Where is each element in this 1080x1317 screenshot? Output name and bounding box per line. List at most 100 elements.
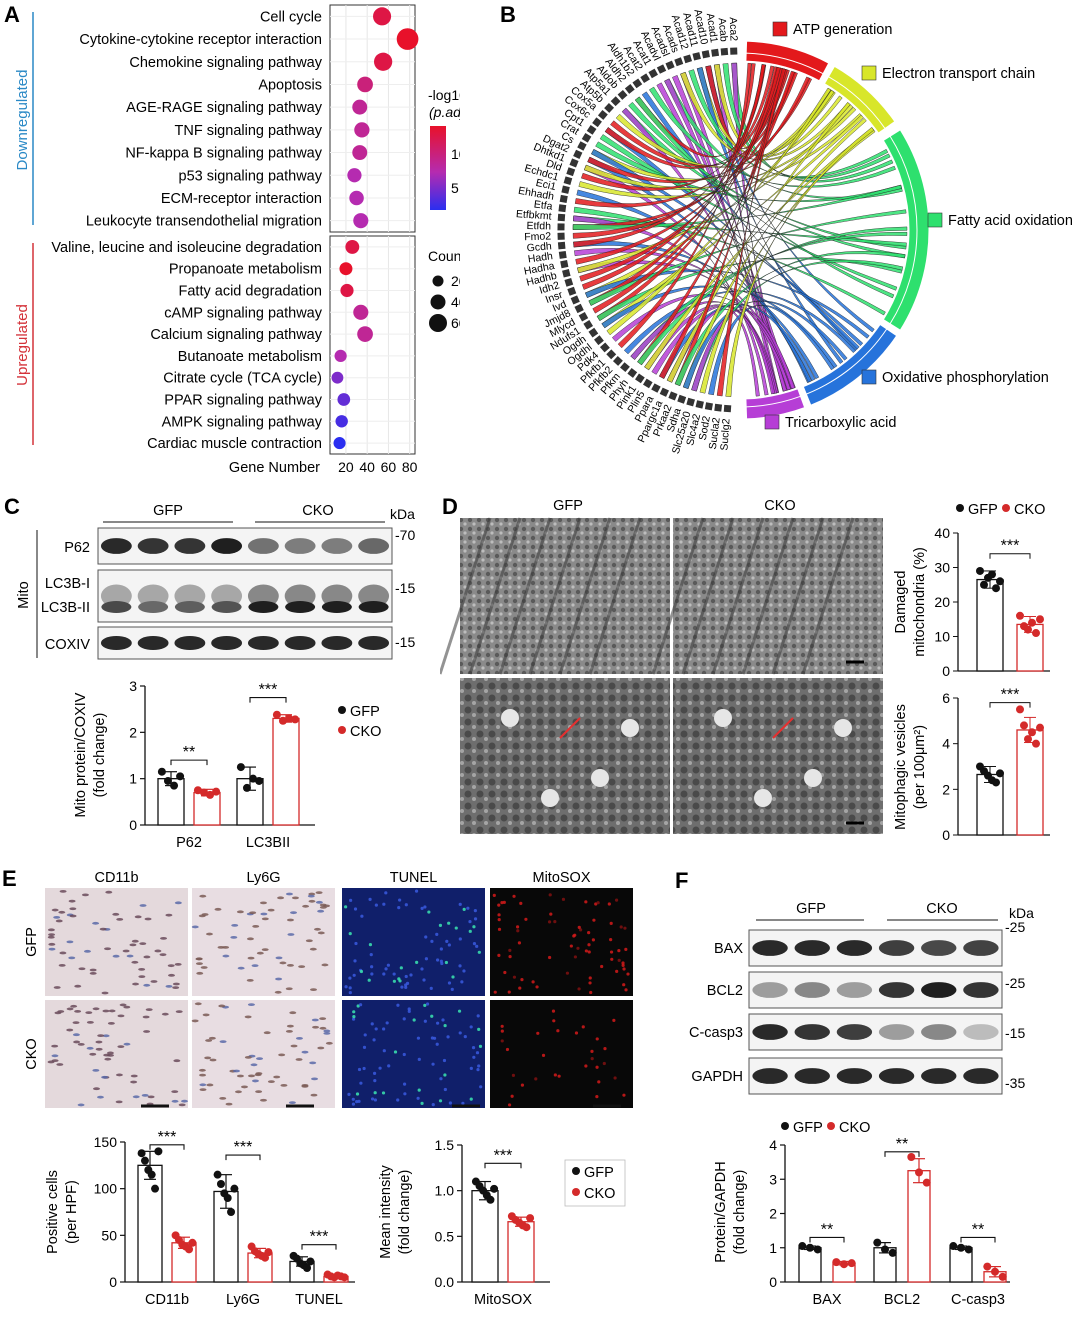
cell-mark [373,1098,377,1102]
blot-gapdh-band [752,1068,788,1084]
y-tick-label: 30 [934,560,950,576]
cell-mark [462,969,466,973]
gene-marker [586,125,597,135]
term-label: TNF signaling pathway [175,123,323,139]
cell-mark [396,1098,400,1102]
kda-marker: -15 [1005,1025,1025,1041]
chord [696,67,844,364]
cell-mark [68,899,76,903]
gene-marker [557,213,566,222]
cell-mark [368,897,372,901]
term-label: PPAR signaling pathway [164,393,322,409]
cell-mark [171,1090,179,1094]
cell-mark [500,1024,504,1028]
term-label: Propanoate metabolism [169,262,322,278]
x-tick-label: LC3BII [246,835,290,851]
cell-mark [436,958,440,962]
data-point [1028,618,1036,627]
cell-mark [72,1021,80,1025]
gene-marker [659,387,670,397]
panel-b-chord-diagram: BAca2AcabAcad1Acad10Acad11Acad12AcadsAca… [500,2,1073,455]
gene-marker [562,269,571,278]
cell-mark [572,934,576,938]
cell-mark [398,979,402,983]
data-point [526,1214,535,1223]
chord [581,64,766,290]
gene-marker [677,394,687,404]
blot-lc3-band [137,584,169,608]
cell-mark [48,947,56,951]
cell-mark [435,1042,439,1046]
cell-mark [195,962,203,966]
chord [606,87,832,336]
cell-mark [386,963,390,967]
term-label: NF-kappa B signaling pathway [125,146,322,162]
cell-mark [48,942,56,946]
cell-mark [382,1027,386,1031]
gene-marker [583,320,594,330]
cell-mark [286,1024,294,1028]
bar [976,578,1004,672]
cell-mark [475,1051,480,1055]
blot-p62-band [284,538,316,554]
cell-mark [423,1003,427,1007]
legend-dot-cko [827,1122,835,1130]
gene-marker [557,241,566,250]
data-point [798,1242,807,1251]
data-point [188,1238,197,1247]
gene-label: Suclg2 [718,418,732,451]
cell-mark [305,939,313,943]
cell-mark [174,962,182,966]
cell-mark [591,938,596,942]
cell-mark [317,909,325,913]
em-arrow [559,717,581,739]
cell-mark [275,956,283,960]
sig-stars: ** [972,1221,984,1238]
group-label: CKO [926,901,957,917]
cell-mark [315,900,323,904]
gene-marker [574,303,584,314]
x-tick-label: 80 [402,459,418,475]
cell-mark [508,955,512,959]
cell-mark [95,1047,103,1051]
em-vesicle [754,789,772,807]
cell-mark [196,971,204,975]
y-axis-label: Mito protein/COXIV [73,692,89,817]
y-tick-label: 10 [934,629,950,645]
cell-mark [290,1044,298,1048]
chord [596,66,781,321]
cell-mark [404,903,408,907]
term-label: AGE-RAGE signaling pathway [126,100,323,116]
chord [649,86,896,188]
gene-marker [578,312,589,322]
cell-mark [622,967,626,971]
cell-mark [86,1046,94,1050]
cell-mark [609,921,613,925]
band-label: C-casp3 [689,1025,743,1041]
gene-label: Idh2 [538,279,561,296]
cell-mark [48,933,56,937]
cell-mark [610,957,614,961]
cell-mark [126,954,134,958]
term-label: Butanoate metabolism [178,349,322,365]
em-fiber [558,517,612,675]
blot-coxiv-band [358,635,390,651]
cell-mark [460,980,464,984]
dot [349,190,364,206]
em-image [673,518,883,674]
data-point [522,1223,531,1232]
cell-mark [587,943,591,947]
cell-mark [431,1103,435,1107]
cell-mark [450,987,454,991]
em-vesicle [501,709,519,727]
em-image [460,678,670,834]
bar [471,1190,499,1283]
cell-mark [70,1004,78,1008]
legend-label: CKO [350,724,381,740]
legend-label: Oxidative phosphorylation [882,370,1049,386]
cell-mark [600,964,604,969]
cell-mark [285,892,293,896]
term-label: p53 signaling pathway [179,168,323,184]
dot [331,371,344,384]
cell-mark [613,1076,617,1080]
